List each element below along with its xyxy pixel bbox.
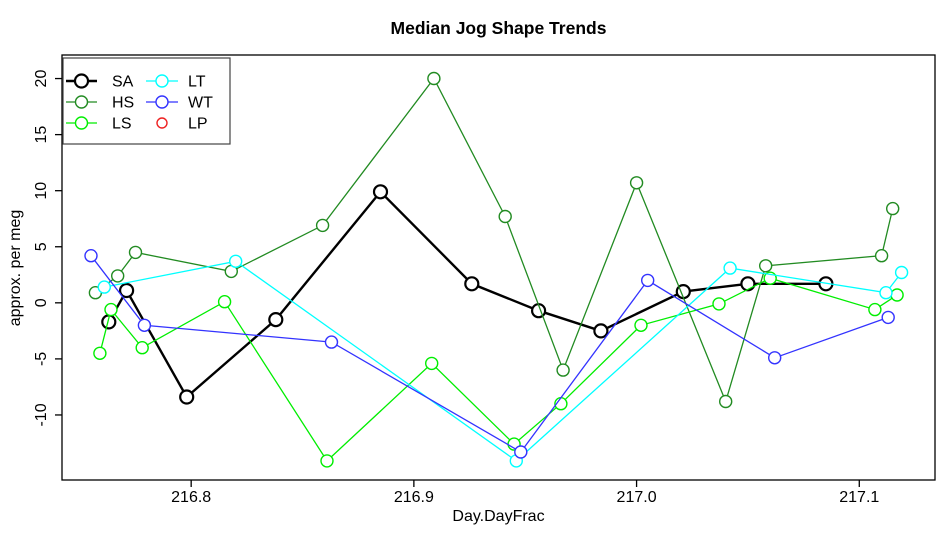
series-line-WT: [90, 255, 889, 453]
data-point-LS: [712, 297, 726, 311]
data-point-HS: [556, 363, 570, 377]
legend-label-HS: HS: [112, 95, 134, 112]
data-point-HS: [629, 176, 644, 190]
legend-marker-SA: [73, 73, 90, 89]
legend-label-LS: LS: [112, 116, 132, 133]
plot-area: 216.8 216.9 217.0 217.1 -10 -5 0 5 10 15 20 SA HS LS L…: [33, 54, 936, 506]
x-axis-tick-label: 217.0: [617, 489, 657, 506]
legend-marker-LP: [156, 117, 168, 129]
data-point-WT: [514, 445, 528, 459]
data-point-LT: [879, 286, 893, 300]
data-point-SA: [740, 276, 756, 292]
data-point-HS: [315, 218, 330, 233]
data-point-LS: [425, 356, 439, 371]
y-axis-tick-label: 0: [33, 298, 50, 307]
data-point-LT: [228, 254, 243, 268]
data-point-LS: [320, 454, 334, 468]
legend: SA HS LS LT WT LP: [62, 57, 231, 145]
x-axis-tick-label: 216.8: [171, 489, 211, 506]
x-axis-label: Day.DayFrac: [452, 508, 544, 525]
data-point-LS: [135, 341, 149, 355]
y-axis-tick-label: -10: [33, 403, 50, 426]
data-point-LS: [868, 302, 882, 317]
data-point-WT: [137, 318, 152, 332]
y-axis-tick-label: -5: [33, 352, 50, 366]
legend-entry-HS: HS: [66, 95, 134, 112]
data-point-SA: [268, 312, 284, 328]
data-point-LT: [97, 280, 112, 294]
data-point-LS: [93, 346, 107, 360]
legend-entry-LP: LP: [156, 116, 208, 133]
data-point-LS: [217, 295, 232, 309]
y-axis-label: approx. per meg: [7, 210, 24, 327]
legend-label-LP: LP: [188, 116, 208, 133]
legend-marker-HS: [74, 95, 89, 109]
data-point-HS: [427, 71, 441, 86]
data-point-WT: [324, 335, 339, 349]
data-point-LT: [894, 265, 909, 280]
data-point-WT: [881, 310, 895, 325]
data-point-HS: [128, 245, 143, 260]
data-point-LT: [723, 261, 737, 275]
legend-label-SA: SA: [112, 74, 134, 91]
data-point-SA: [464, 276, 480, 292]
series-SA: [101, 184, 834, 405]
data-point-LS: [890, 288, 904, 302]
legend-entry-SA: SA: [66, 73, 134, 91]
legend-label-LT: LT: [188, 74, 206, 91]
data-point-HS: [759, 259, 773, 273]
data-point-HS: [110, 269, 125, 283]
data-point-WT: [84, 248, 98, 263]
data-point-SA: [118, 282, 135, 299]
data-point-SA: [593, 323, 609, 339]
y-axis-tick-label: 10: [33, 182, 50, 200]
data-point-HS: [498, 209, 512, 224]
chart-title: Median Jog Shape Trends: [391, 18, 607, 38]
series-HS: [88, 71, 900, 409]
data-point-HS: [719, 394, 733, 409]
series-LT: [97, 254, 909, 468]
series-line-SA: [107, 190, 826, 399]
y-axis-tick-label: 15: [33, 126, 50, 144]
legend-label-WT: WT: [188, 95, 213, 112]
plot-border: [61, 54, 936, 481]
data-point-SA: [372, 184, 389, 200]
series-LS: [93, 271, 904, 468]
data-point-SA: [179, 389, 195, 405]
data-point-LS: [104, 302, 118, 317]
x-axis-tick-label: 217.1: [839, 489, 879, 506]
y-axis-tick-label: 20: [33, 70, 50, 88]
legend-marker-LS: [74, 116, 89, 130]
legend-entry-WT: WT: [146, 95, 213, 112]
data-point-WT: [768, 351, 782, 365]
data-point-WT: [641, 273, 655, 288]
data-point-LS: [634, 318, 648, 332]
legend-entry-LT: LT: [146, 74, 206, 91]
data-point-HS: [874, 248, 889, 263]
series-line-LT: [104, 260, 903, 462]
legend-marker-WT: [155, 95, 169, 109]
legend-box: [62, 57, 231, 145]
series-WT: [84, 248, 895, 459]
legend-entry-LS: LS: [66, 116, 132, 133]
x-axis-tick-label: 216.9: [394, 489, 434, 506]
y-axis-tick-label: 5: [33, 242, 50, 251]
data-point-HS: [886, 201, 900, 216]
legend-marker-LT: [155, 74, 169, 88]
